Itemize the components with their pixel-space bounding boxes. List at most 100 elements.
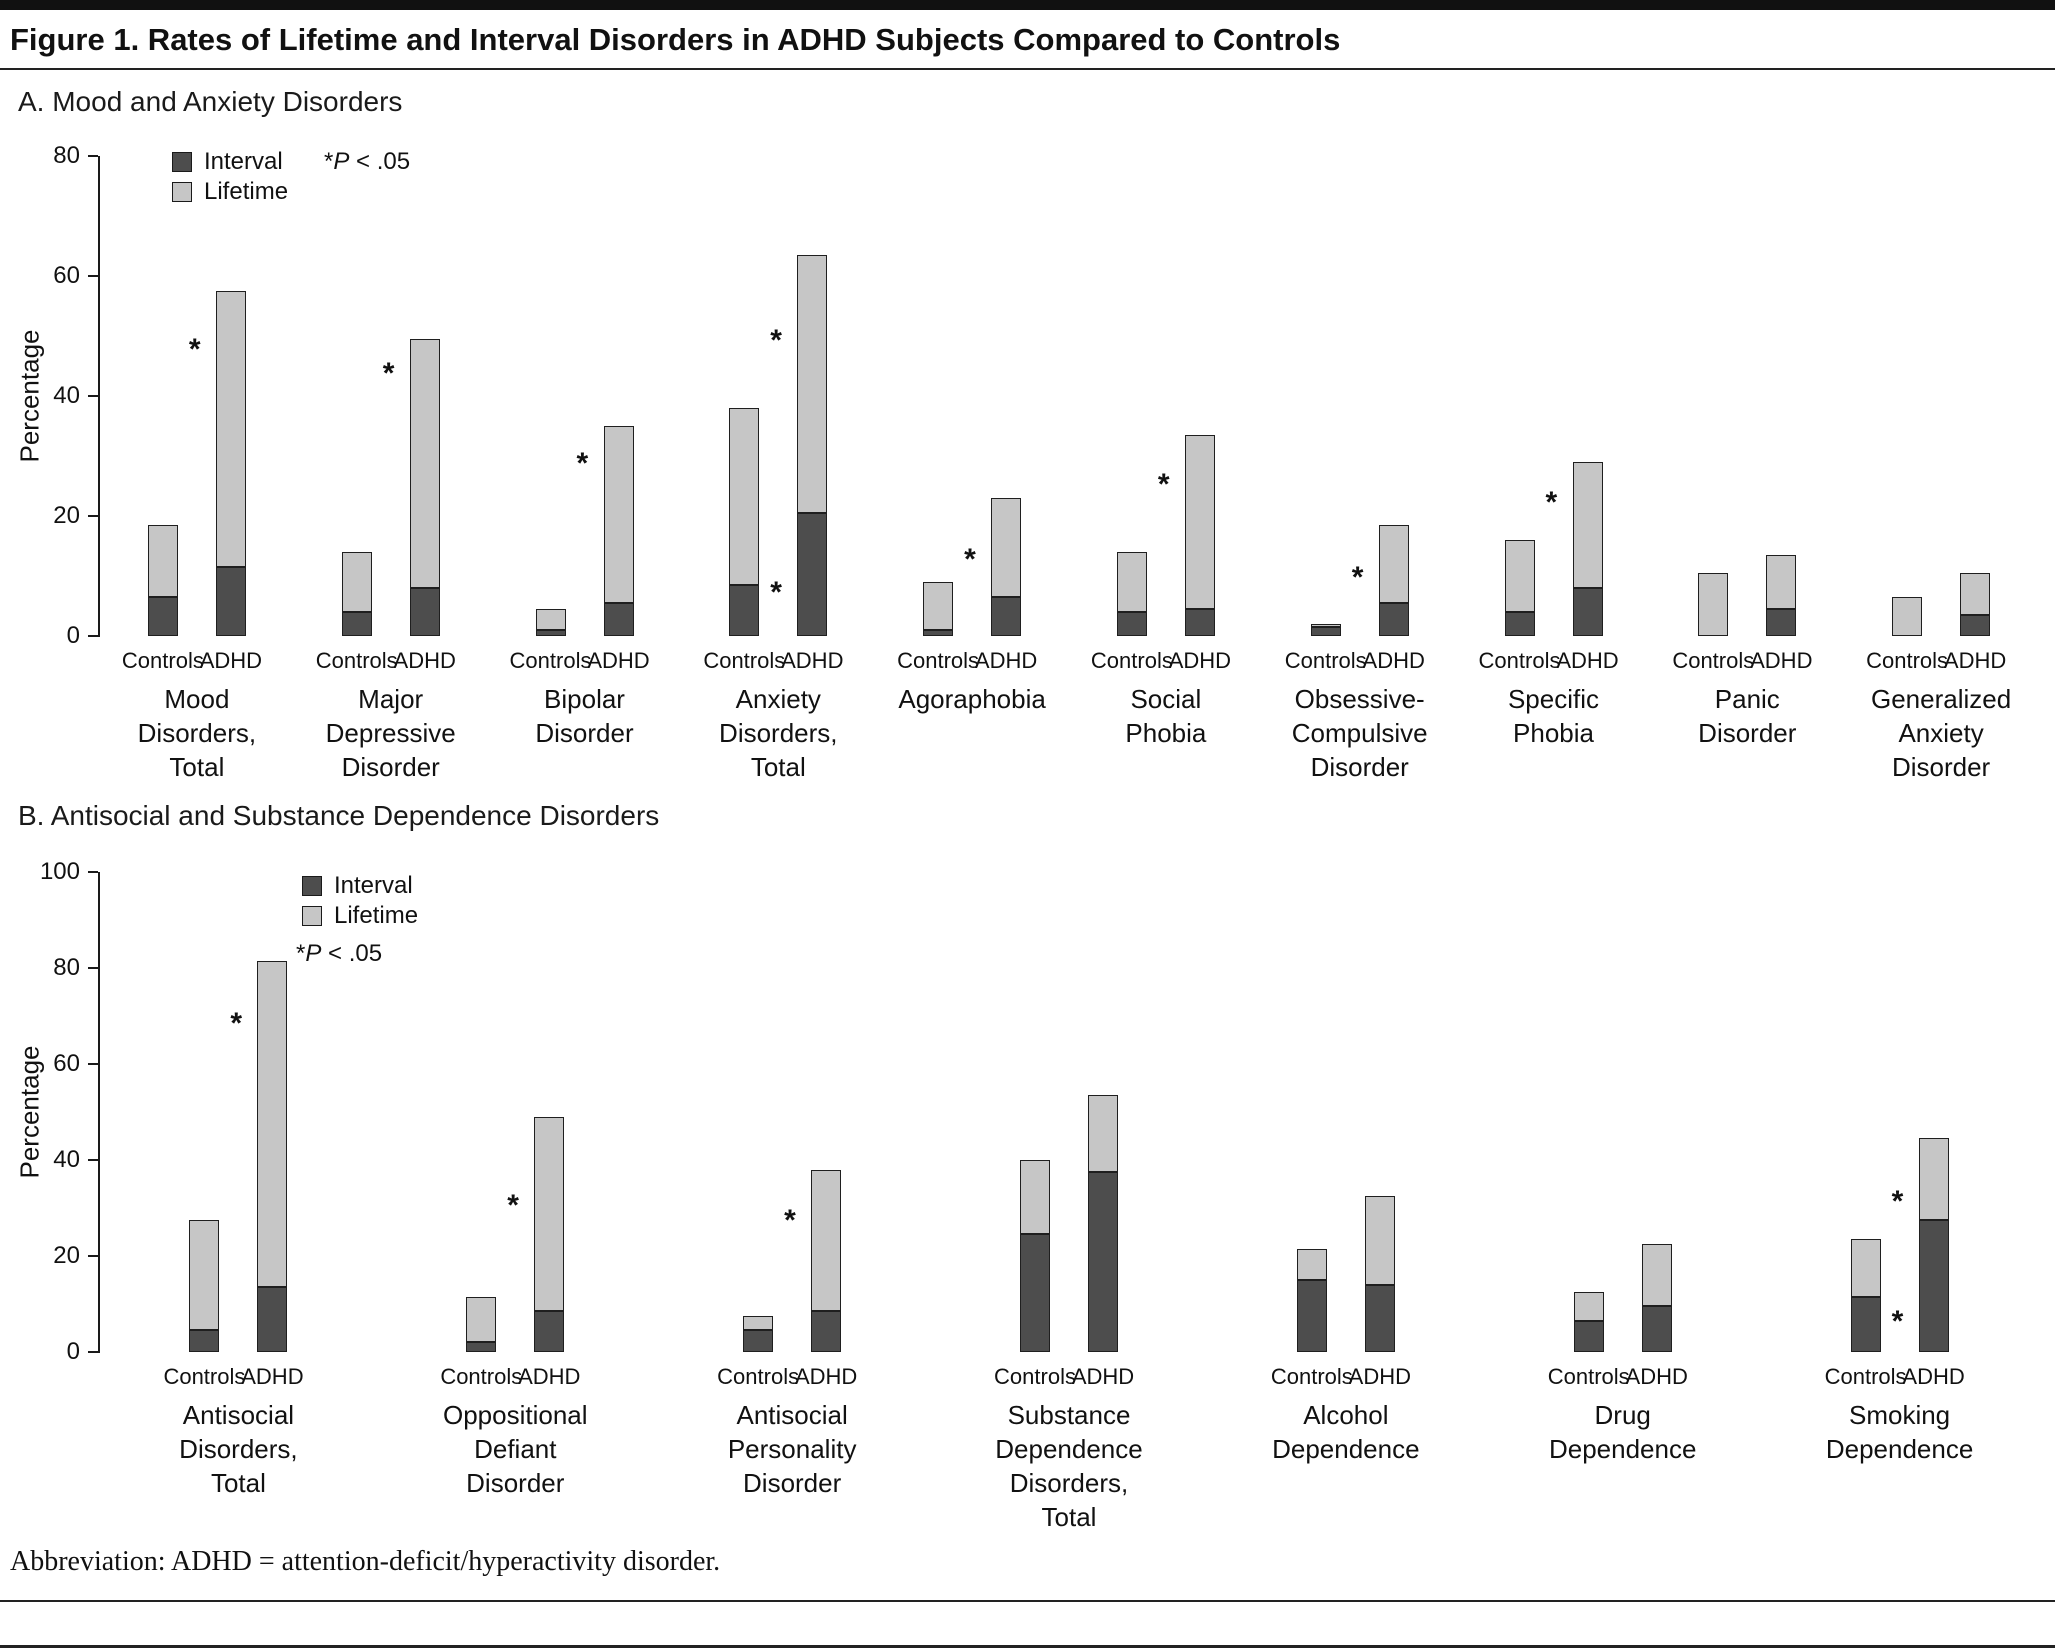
bar-segment-interval	[535, 630, 566, 636]
bar-label: ADHD	[1348, 1364, 1412, 1389]
bar-segment-lifetime	[797, 255, 828, 513]
bar-segment-lifetime	[991, 498, 1022, 597]
y-tick-mark	[88, 871, 98, 873]
bar-label: Controls	[1866, 648, 1949, 673]
legend-label-interval: Interval	[334, 872, 413, 899]
bar-label: Controls	[897, 648, 980, 673]
title-divider-line	[0, 68, 2055, 70]
y-tick-label: 60	[53, 1050, 80, 1077]
y-tick-mark	[88, 1351, 98, 1353]
category-label: Anxiety Disorders, Total	[719, 684, 838, 782]
y-tick-mark	[88, 395, 98, 397]
bar-segment-lifetime	[1892, 597, 1923, 636]
significance-asterisk: *	[1545, 486, 1558, 519]
significance-asterisk: *	[770, 576, 782, 609]
bar-segment-interval	[189, 1330, 220, 1352]
y-axis-title: Percentage	[14, 329, 45, 463]
category-label: Antisocial Disorders, Total	[179, 1400, 298, 1498]
bar-label: Controls	[717, 1364, 800, 1389]
legend-swatch-lifetime	[302, 906, 322, 926]
y-tick-label: 80	[53, 142, 80, 169]
bar-label: ADHD	[587, 648, 650, 673]
y-tick-label: 80	[53, 954, 80, 981]
bar-segment-interval	[1766, 609, 1797, 636]
bar-segment-interval	[1641, 1306, 1672, 1352]
bar-segment-interval	[1364, 1284, 1395, 1352]
significance-asterisk: *	[1157, 468, 1170, 501]
bar-segment-lifetime	[341, 552, 372, 612]
bar-segment-lifetime	[466, 1296, 497, 1343]
footer-divider-line	[0, 1600, 2055, 1602]
figure-title: Figure 1. Rates of Lifetime and Interval…	[10, 22, 1341, 57]
significance-asterisk: *	[576, 447, 589, 480]
bar-label: ADHD	[241, 1364, 304, 1389]
category-label: Smoking Dependence	[1825, 1400, 1974, 1464]
bar-segment-interval	[1918, 1220, 1949, 1352]
bar-segment-lifetime	[1184, 435, 1215, 609]
bar-segment-interval	[1020, 1234, 1050, 1352]
bar-label: Controls	[1284, 648, 1367, 673]
bar-segment-lifetime	[1573, 1292, 1604, 1321]
y-tick-label: 20	[53, 1242, 80, 1269]
y-tick-label: 60	[53, 262, 80, 289]
bar-label: ADHD	[1362, 648, 1425, 673]
bar-segment-lifetime	[811, 1169, 842, 1312]
abbreviation-footnote: Abbreviation: ADHD = attention-deficit/h…	[10, 1546, 721, 1577]
bar-segment-interval	[1850, 1296, 1881, 1352]
bar-segment-lifetime	[1296, 1248, 1327, 1280]
y-tick-label: 0	[66, 622, 80, 649]
significance-note: *P < .05	[324, 148, 411, 175]
bar-label: ADHD	[1902, 1364, 1965, 1389]
bar-segment-lifetime	[534, 1116, 565, 1312]
category-label: Panic Disorder	[1698, 684, 1797, 748]
bar-segment-interval	[1378, 603, 1409, 636]
bar-segment-interval	[811, 1311, 842, 1352]
category-label: Mood Disorders, Total	[137, 684, 257, 782]
bar-label: ADHD	[974, 648, 1038, 673]
y-tick-label: 20	[53, 502, 80, 529]
bar-segment-interval	[534, 1311, 565, 1352]
bar-segment-lifetime	[147, 525, 178, 597]
legend-label-lifetime: Lifetime	[204, 178, 289, 205]
significance-asterisk: *	[188, 333, 201, 366]
significance-asterisk: *	[230, 1007, 243, 1040]
bar-segment-interval	[991, 597, 1022, 636]
bar-segment-interval	[257, 1287, 288, 1352]
bar-segment-interval	[1116, 612, 1147, 636]
bar-segment-lifetime	[743, 1316, 774, 1331]
bar-label: ADHD	[1071, 1364, 1135, 1389]
y-tick-mark	[88, 275, 98, 277]
category-label: Agoraphobia	[898, 684, 1046, 714]
bar-label: Controls	[994, 1364, 1076, 1389]
category-label: Drug Dependence	[1548, 1400, 1697, 1464]
bar-segment-lifetime	[1310, 624, 1341, 627]
bar-segment-lifetime	[923, 582, 954, 630]
bar-label: ADHD	[1943, 648, 2007, 673]
bar-segment-interval	[729, 585, 760, 636]
bar-label: ADHD	[199, 648, 263, 673]
panel-a-heading: A. Mood and Anxiety Disorders	[18, 86, 403, 117]
bar-segment-interval	[923, 630, 954, 636]
bar-label: ADHD	[781, 648, 844, 673]
bar-segment-lifetime	[1116, 552, 1147, 612]
bar-label: Controls	[163, 1364, 246, 1389]
bar-segment-lifetime	[1504, 540, 1535, 612]
significance-note: *P < .05	[296, 940, 383, 967]
significance-asterisk: *	[1891, 1304, 1904, 1338]
bar-segment-interval	[797, 513, 828, 636]
significance-asterisk: *	[1351, 561, 1364, 594]
bar-segment-lifetime	[603, 426, 634, 603]
bar-segment-interval	[466, 1342, 497, 1352]
bar-label: Controls	[703, 648, 786, 673]
bar-segment-lifetime	[1698, 573, 1729, 636]
y-tick-mark	[88, 155, 98, 157]
bar-label: Controls	[1672, 648, 1755, 673]
y-tick-label: 40	[53, 1146, 80, 1173]
bar-segment-lifetime	[215, 291, 246, 567]
category-label: Antisocial Personality Disorder	[727, 1400, 857, 1498]
bottom-border-line	[0, 1645, 2055, 1648]
y-tick-label: 40	[53, 382, 80, 409]
bar-segment-lifetime	[1020, 1160, 1050, 1235]
y-axis-title: Percentage	[14, 1045, 45, 1179]
bar-segment-lifetime	[409, 339, 440, 588]
